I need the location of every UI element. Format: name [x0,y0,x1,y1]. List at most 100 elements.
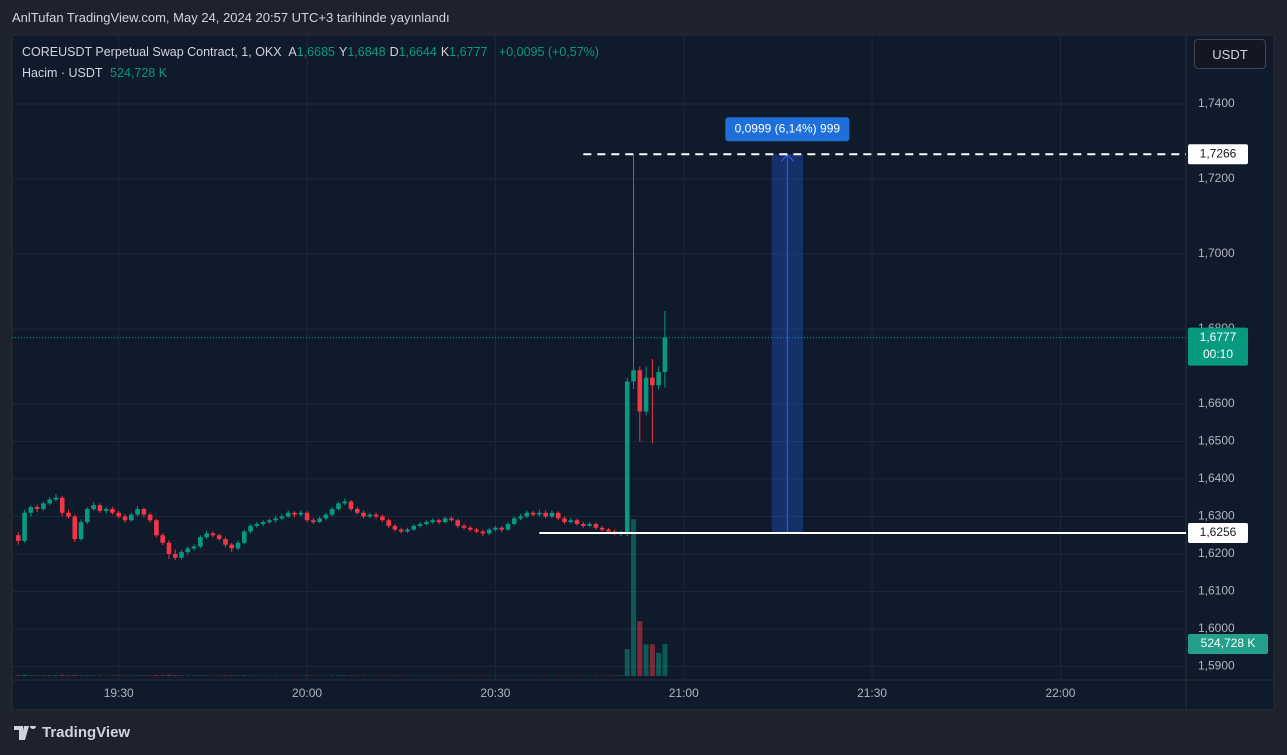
measure-label: 0,0999 (6,14%) 999 [735,121,841,135]
candle-body [511,518,517,524]
candle-body [223,539,228,545]
volume-bar [204,675,210,676]
candle-body [367,514,373,517]
candle-body [298,512,304,515]
candle-body [474,529,479,532]
candle-body [455,520,461,526]
candle-body [549,512,555,517]
volume-bar [141,675,147,676]
candle-body [461,525,467,528]
volume-bar [84,675,90,676]
candle-body [241,531,247,543]
candle-body [537,512,542,515]
brand-name: TradingView [42,724,131,741]
volume-value: 524,728 K [110,66,168,80]
candle-body [662,337,668,373]
y-tick-label: 1,7400 [1198,96,1235,110]
candle-body [449,518,454,521]
volume-bar [34,675,40,676]
candle-body [110,509,115,513]
candle-body [210,533,216,536]
volume-bar [172,675,178,676]
volume-bar [179,675,185,676]
candle-body [53,497,59,500]
candle-body [34,507,40,509]
ohlc-key: A [288,45,297,59]
candle-body [467,527,473,530]
x-tick-label: 20:00 [292,686,322,700]
candle-body [348,501,354,509]
candle-body [442,518,448,523]
candle-body [116,512,122,517]
y-tick-label: 1,6500 [1198,434,1235,448]
x-tick-label: 19:30 [104,686,134,700]
volume-bar [248,675,254,676]
volume-bar [53,675,59,676]
volume-legend: Hacim · USDT 524,728 K [22,66,171,80]
volume-bar [28,675,34,676]
volume-title: Hacim · USDT [22,66,103,80]
candle-body [179,552,184,558]
change: +0,0095 (+0,57%) [498,45,599,59]
candle-body [254,524,260,526]
candle-body [606,529,611,532]
ohlc-value: 1,6685 [296,45,335,59]
volume-bar [78,675,84,676]
ohlc-value: 1,6848 [347,45,386,59]
candle-body [430,520,435,523]
candle-body [47,499,52,504]
y-tick-label: 1,6600 [1198,396,1235,410]
y-tick-label: 1,6300 [1198,509,1235,523]
candle-body [15,535,21,541]
candle-body [656,372,661,386]
volume-bar [241,675,247,676]
ohlc-value: 1,6644 [398,45,437,59]
volume-label-box [1188,633,1268,654]
candle-body [329,509,335,515]
candle-body [216,535,222,539]
candle-body [486,529,492,534]
volume-bar [147,675,153,676]
candle-body [91,505,96,509]
candle-body [543,512,548,517]
candle-body [354,509,360,513]
candle-body [574,520,580,524]
candle-body [78,522,84,539]
y-tick-label: 1,7000 [1198,246,1235,260]
candle-body [499,527,504,530]
volume-bar [160,675,166,676]
level-label-box [1188,523,1248,543]
candle-body [493,527,498,530]
volume-bar [166,674,172,676]
candle-body [342,501,348,504]
candle-body [373,514,379,517]
candle-body [380,516,385,521]
candle-body [128,514,134,521]
candle-body [398,529,404,532]
currency-button[interactable]: USDT [1194,39,1266,69]
candle-body [260,522,266,524]
last-price-label: 1,6777 [1200,330,1237,344]
volume-bar [618,675,624,676]
candle-body [154,520,159,536]
volume-bar [222,675,228,676]
candle-body [166,542,172,554]
volume-bar [197,675,203,676]
volume-bar [235,675,241,676]
y-tick-label: 1,6000 [1198,621,1235,635]
level-label-box [1188,144,1248,165]
volume-axis-label: 524,728 K [1201,636,1256,650]
x-tick-label: 21:30 [857,686,887,700]
candle-body [97,505,103,511]
candle-body [530,512,536,515]
candle-body [637,370,643,412]
candle-body [279,516,285,519]
candle-body [392,525,398,530]
volume-bar [335,675,341,676]
candle-body [141,509,147,515]
candle-body [229,544,235,549]
countdown-label: 00:10 [1203,347,1233,361]
candle-body [411,525,417,530]
candle-body [317,518,322,523]
